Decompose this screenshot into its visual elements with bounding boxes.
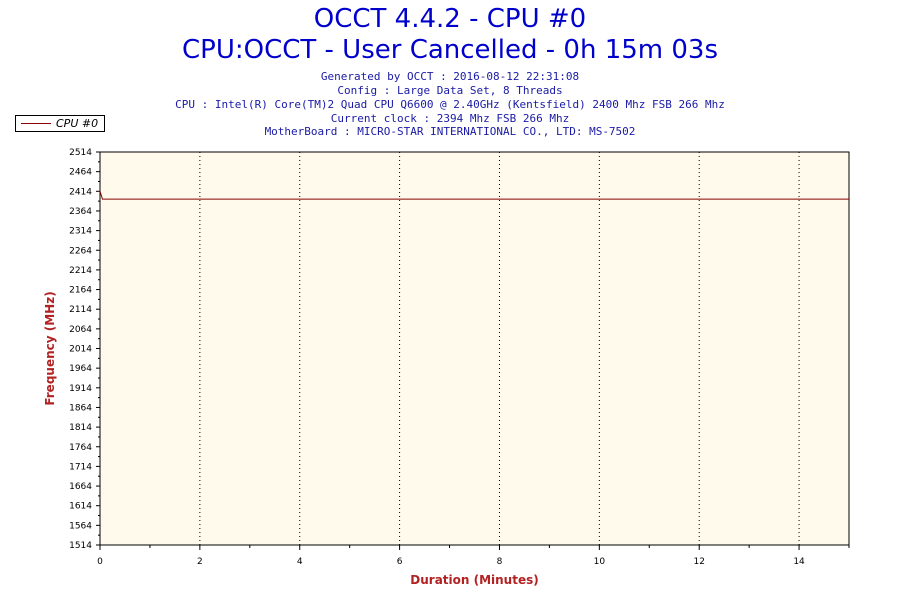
x-tick-label: 0 bbox=[97, 557, 103, 567]
x-tick-label: 8 bbox=[497, 557, 503, 567]
y-tick-label: 2364 bbox=[69, 207, 92, 217]
y-tick-label: 1664 bbox=[69, 482, 92, 492]
y-tick-label: 2314 bbox=[69, 227, 92, 237]
y-tick-label: 2264 bbox=[69, 246, 92, 256]
x-tick-label: 14 bbox=[793, 557, 805, 567]
info-cpu: CPU : Intel(R) Core(TM)2 Quad CPU Q6600 … bbox=[175, 98, 725, 111]
y-tick-label: 1814 bbox=[69, 423, 92, 433]
y-tick-label: 1714 bbox=[69, 462, 92, 472]
y-tick-label: 2464 bbox=[69, 168, 92, 178]
plot-area bbox=[99, 151, 850, 546]
y-axis-label: Frequency (MHz) bbox=[43, 291, 57, 405]
x-tick-label: 2 bbox=[197, 557, 203, 567]
x-tick-label: 12 bbox=[693, 557, 704, 567]
y-tick-label: 1514 bbox=[69, 541, 92, 551]
y-tick-label: 2114 bbox=[69, 305, 92, 315]
y-tick-label: 2414 bbox=[69, 187, 92, 197]
y-tick-label: 1564 bbox=[69, 521, 92, 531]
chart-subtitle: CPU:OCCT - User Cancelled - 0h 15m 03s bbox=[181, 35, 719, 65]
x-tick-label: 10 bbox=[594, 557, 606, 567]
legend-label: CPU #0 bbox=[56, 117, 99, 130]
y-tick-label: 2164 bbox=[69, 286, 92, 296]
x-tick-label: 6 bbox=[397, 557, 403, 567]
info-motherboard: MotherBoard : MICRO-STAR INTERNATIONAL C… bbox=[264, 125, 636, 138]
y-tick-label: 2014 bbox=[69, 345, 92, 355]
y-tick-label: 1764 bbox=[69, 443, 92, 453]
info-clock: Current clock : 2394 Mhz FSB 266 Mhz bbox=[330, 112, 570, 125]
x-tick-label: 4 bbox=[297, 557, 303, 567]
y-tick-label: 1964 bbox=[69, 364, 92, 374]
x-axis-label: Duration (Minutes) bbox=[410, 573, 538, 587]
y-tick-label: 2064 bbox=[69, 325, 92, 335]
y-tick-label: 1864 bbox=[69, 403, 92, 413]
y-tick-label: 2514 bbox=[69, 148, 92, 158]
legend: CPU #0 bbox=[15, 115, 105, 132]
y-tick-label: 2214 bbox=[69, 266, 92, 276]
series-line-0 bbox=[99, 191, 849, 200]
chart-title: OCCT 4.4.2 - CPU #0 bbox=[313, 4, 587, 34]
y-tick-label: 1914 bbox=[69, 384, 92, 394]
legend-swatch bbox=[21, 123, 51, 124]
y-tick-label: 1614 bbox=[69, 502, 92, 512]
info-config: Config : Large Data Set, 8 Threads bbox=[337, 84, 563, 97]
info-generated: Generated by OCCT : 2016-08-12 22:31:08 bbox=[320, 70, 580, 83]
